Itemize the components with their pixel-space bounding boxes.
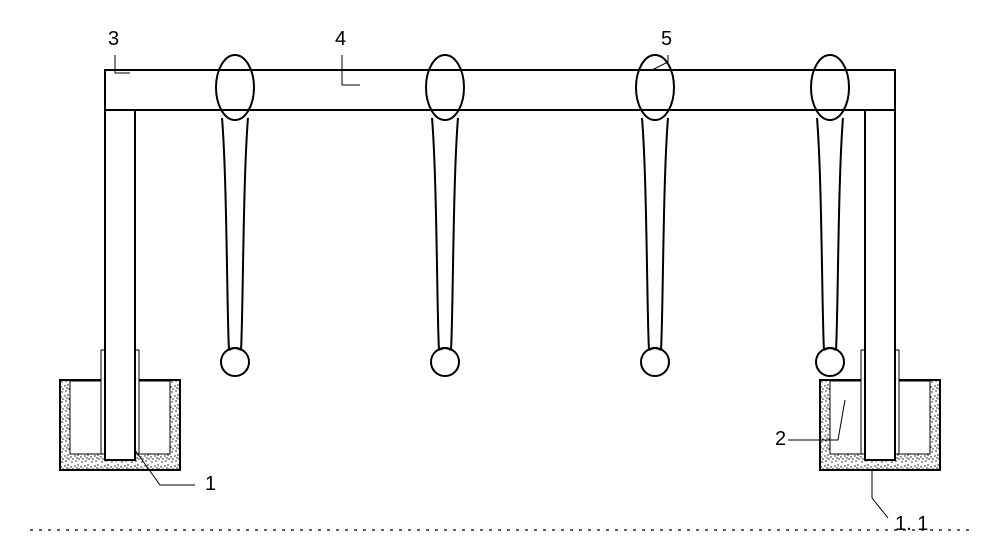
callout-label-2: 2 [775,428,786,450]
callout-label-5: 5 [661,28,672,50]
callout-label-1-1: 1. 1 [895,513,928,535]
callout-label-1: 1 [205,473,216,495]
callout-label-3: 3 [108,28,119,50]
callout-label-4: 4 [335,28,346,50]
